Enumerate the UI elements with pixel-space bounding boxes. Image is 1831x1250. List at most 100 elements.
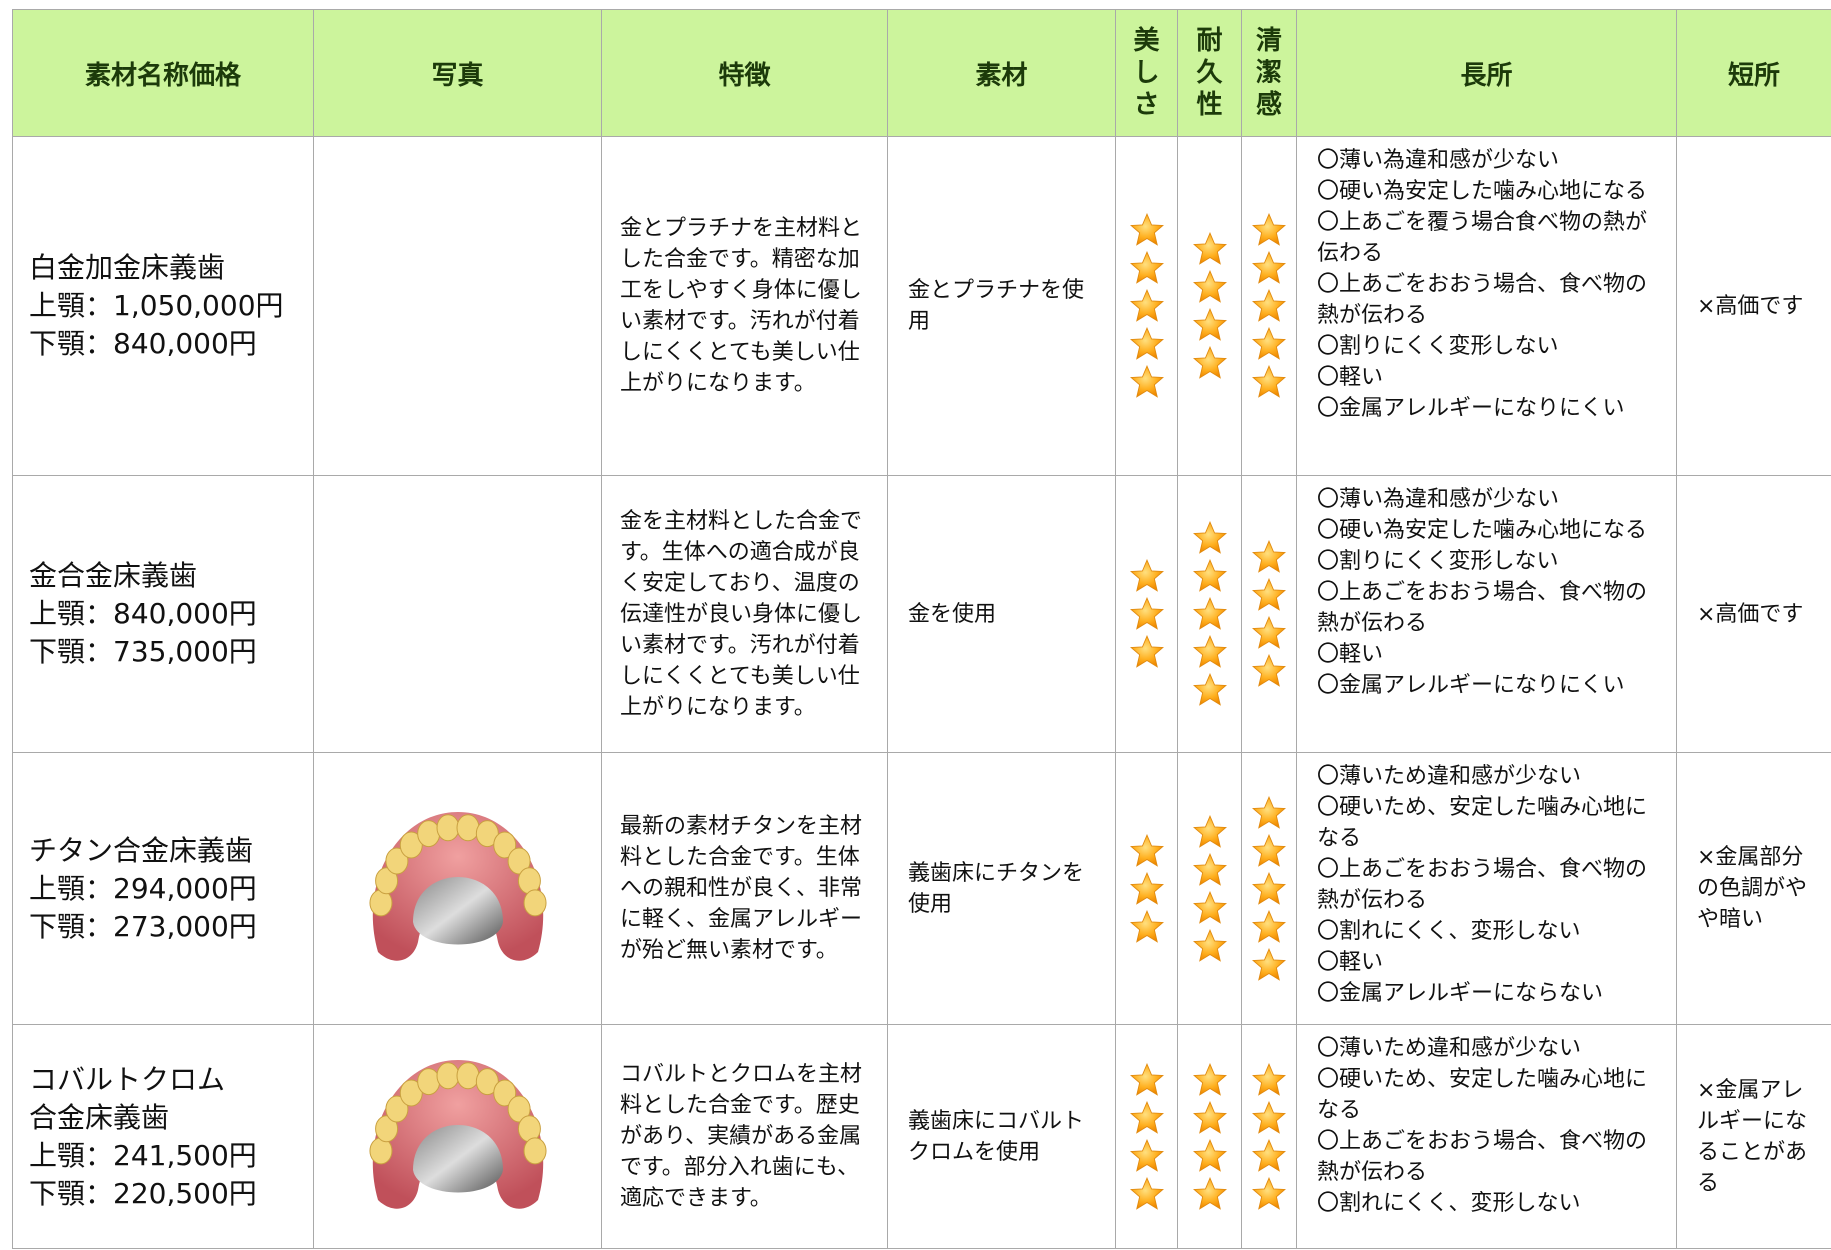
pro-item: 〇上あごを覆う場合食べ物の熱が伝わる bbox=[1317, 210, 1648, 266]
upper-price: 上顎：1,050,000円 bbox=[29, 289, 284, 322]
star bbox=[1252, 327, 1286, 360]
pro-item: 〇薄い為違和感が少ない bbox=[1317, 148, 1560, 173]
pro-item: 〇割れにくく、変形しない bbox=[1317, 1191, 1581, 1216]
star bbox=[1252, 540, 1286, 573]
star bbox=[1192, 559, 1227, 592]
header-cell: 美しさ bbox=[1115, 9, 1178, 137]
star bbox=[1192, 521, 1227, 554]
rating-cell bbox=[1241, 136, 1297, 476]
table-body: 白金加金床義歯 上顎：1,050,000円 下顎：840,000円 金とプラチナを主材… bbox=[12, 136, 1831, 1249]
star-rating bbox=[1117, 833, 1177, 944]
pro-item: 〇割りにくく変形しない bbox=[1317, 334, 1559, 359]
photo-cell bbox=[313, 752, 602, 1025]
rating-cell bbox=[1241, 752, 1297, 1025]
product-name: チタン合金床義歯 bbox=[29, 833, 254, 867]
star bbox=[1192, 814, 1227, 848]
header-cell: 清潔感 bbox=[1241, 9, 1297, 137]
product-name: 白金加金床義歯 bbox=[29, 251, 226, 284]
name-cell: チタン合金床義歯 上顎：294,000円 下顎：273,000円 bbox=[12, 752, 314, 1025]
material-cell: 義歯床にコバルトクロムを使用 bbox=[887, 1024, 1116, 1249]
pro-item: 〇割れにくく、変形しない bbox=[1317, 919, 1581, 944]
star bbox=[1129, 909, 1164, 943]
star bbox=[1192, 673, 1227, 706]
pros-cell: 〇薄いため違和感が少ない 〇硬いため、安定した噛み心地になる 〇上あごをおおう場合、… bbox=[1296, 752, 1677, 1025]
star bbox=[1252, 213, 1286, 246]
star bbox=[1252, 578, 1286, 611]
cons-cell: ×金属部分の色調がやや暗い bbox=[1676, 752, 1831, 1025]
star bbox=[1129, 1100, 1164, 1134]
star bbox=[1252, 654, 1286, 687]
star bbox=[1252, 1062, 1286, 1096]
rating-cell bbox=[1177, 752, 1242, 1025]
star-rating bbox=[1117, 559, 1177, 669]
star-rating bbox=[1179, 1062, 1241, 1211]
product-name: コバルトクロム bbox=[29, 1062, 226, 1096]
header-cell: 長所 bbox=[1296, 9, 1677, 137]
star bbox=[1252, 289, 1286, 322]
header-text: 清潔感 bbox=[1255, 26, 1282, 120]
material-cell: 義歯床にチタンを使用 bbox=[887, 752, 1116, 1025]
header-cell: 素材名称価格 bbox=[12, 9, 314, 137]
name-cell: 白金加金床義歯 上顎：1,050,000円 下顎：840,000円 bbox=[12, 136, 314, 476]
star bbox=[1252, 1100, 1286, 1134]
denture-photo bbox=[368, 811, 547, 961]
pro-item: 〇硬い為安定した噛み心地になる bbox=[1317, 518, 1648, 543]
header-text: 短所 bbox=[1727, 60, 1780, 91]
star bbox=[1252, 947, 1286, 981]
header-cell: 短所 bbox=[1676, 9, 1831, 137]
star bbox=[1192, 270, 1227, 303]
photo-cell bbox=[313, 136, 602, 476]
rating-cell bbox=[1115, 752, 1178, 1025]
denture-photo bbox=[368, 1059, 547, 1209]
pros-cell: 〇薄い為違和感が少ない 〇硬い為安定した噛み心地になる 〇割りにくく変形しない 〇上あ… bbox=[1296, 475, 1677, 753]
pros-cell: 〇薄い為違和感が少ない 〇硬い為安定した噛み心地になる 〇上あごを覆う場合食べ物の熱… bbox=[1296, 136, 1677, 476]
header-row: 素材名称価格 写真 特徴 素材 美しさ 耐久性 清潔感 長所 短所 bbox=[12, 9, 1831, 137]
header-text: 耐久性 bbox=[1196, 26, 1223, 120]
star bbox=[1192, 928, 1227, 962]
star bbox=[1192, 232, 1227, 265]
star-rating bbox=[1117, 213, 1177, 399]
star bbox=[1252, 365, 1286, 398]
upper-price: 上顎：241,500円 bbox=[29, 1138, 257, 1172]
star bbox=[1129, 1176, 1164, 1210]
pro-item: 〇金属アレルギーにならない bbox=[1317, 981, 1604, 1006]
star-rating bbox=[1243, 1062, 1296, 1211]
star bbox=[1252, 1138, 1286, 1172]
star bbox=[1129, 289, 1164, 322]
rating-cell bbox=[1177, 475, 1242, 753]
header-text: 素材名称価格 bbox=[84, 60, 241, 91]
star bbox=[1252, 833, 1286, 867]
pro-item: 〇上あごをおおう場合、食べ物の熱が伝わる bbox=[1317, 857, 1648, 913]
feature-cell: 金とプラチナを主材料とした合金です。精密な加工をしやすく身体に優しい素材です。汚… bbox=[601, 136, 888, 476]
star bbox=[1192, 1100, 1227, 1134]
star bbox=[1129, 871, 1164, 905]
star bbox=[1129, 559, 1164, 592]
star-rating bbox=[1179, 521, 1241, 707]
star-rating bbox=[1179, 232, 1241, 380]
lower-price: 下顎：735,000円 bbox=[29, 635, 257, 668]
material-cell: 金を使用 bbox=[887, 475, 1116, 753]
name-cell: 金合金床義歯 上顎：840,000円 下顎：735,000円 bbox=[12, 475, 314, 753]
upper-price: 上顎：294,000円 bbox=[29, 871, 257, 905]
header-text: 写真 bbox=[431, 60, 484, 91]
star-rating bbox=[1243, 540, 1296, 688]
product-name: 合金床義歯 bbox=[29, 1100, 170, 1134]
comparison-table: 素材名称価格 写真 特徴 素材 美しさ 耐久性 清潔感 長所 短所 白金加金床義歯 上顎：1,05… bbox=[12, 9, 1831, 1249]
header-text: 長所 bbox=[1460, 60, 1513, 91]
header-text: 特徴 bbox=[718, 60, 771, 91]
pro-item: 〇硬いため、安定した噛み心地になる bbox=[1317, 1067, 1648, 1123]
star bbox=[1129, 635, 1164, 668]
star bbox=[1252, 251, 1286, 284]
table-row: コバルトクロム 合金床義歯 上顎：241,500円 下顎：220,500円 コバルトとク… bbox=[12, 1024, 1831, 1249]
star bbox=[1129, 833, 1164, 867]
star bbox=[1192, 890, 1227, 924]
name-cell: コバルトクロム 合金床義歯 上顎：241,500円 下顎：220,500円 bbox=[12, 1024, 314, 1249]
star bbox=[1192, 635, 1227, 668]
star-rating bbox=[1179, 814, 1241, 963]
star-rating bbox=[1243, 795, 1296, 982]
star bbox=[1192, 346, 1227, 379]
table-row: チタン合金床義歯 上顎：294,000円 下顎：273,000円 最新の素材チタンを主… bbox=[12, 752, 1831, 1025]
rating-cell bbox=[1115, 475, 1178, 753]
header-text: 美しさ bbox=[1133, 26, 1160, 120]
rating-cell bbox=[1241, 1024, 1297, 1249]
